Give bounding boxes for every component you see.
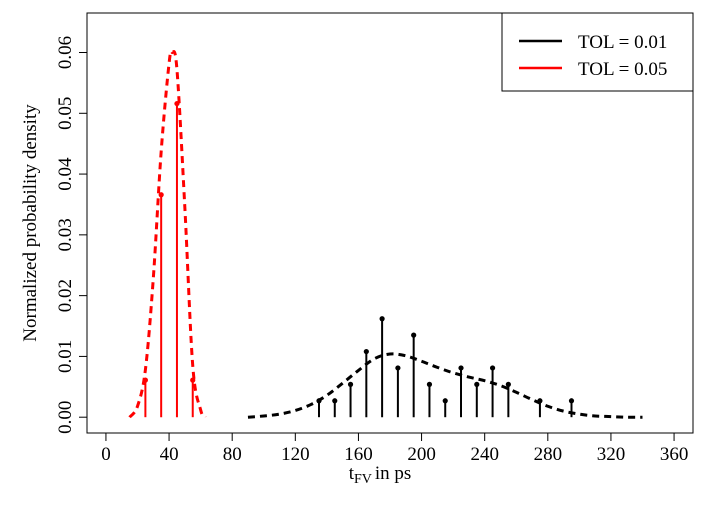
legend-box — [501, 12, 694, 92]
plot-border — [86, 12, 694, 434]
x-tick-label: 80 — [223, 444, 242, 465]
x-axis-label-rest: in ps — [375, 463, 411, 484]
sample-point — [347, 381, 354, 387]
x-tick-label: 0 — [101, 444, 111, 465]
x-tick-label: 120 — [281, 444, 310, 465]
x-tick-label: 240 — [470, 444, 499, 465]
x-tick-label: 40 — [160, 444, 179, 465]
x-axis-label: tFV in ps — [349, 463, 412, 487]
sample-point — [426, 381, 433, 387]
density-curve — [128, 49, 207, 419]
plot-frame — [86, 12, 694, 434]
x-tick-label: 280 — [534, 444, 563, 465]
sample-point — [411, 332, 417, 338]
sample-point — [474, 381, 480, 387]
y-tick-label: 0.00 — [55, 401, 76, 434]
x-tick-label: 320 — [597, 444, 626, 465]
series-layer — [128, 49, 643, 419]
sample-point — [442, 398, 448, 404]
legend-label-tol-001: TOL = 0.01 — [578, 32, 667, 53]
x-tick-label: 160 — [344, 444, 373, 465]
x-axis-label-main: t — [349, 463, 355, 484]
density-curve — [247, 352, 643, 419]
y-axis: 0.00 0.01 0.02 0.03 0.04 0.05 0.06 — [55, 36, 87, 434]
sample-point — [568, 398, 575, 404]
y-tick-label: 0.05 — [55, 97, 76, 130]
sample-point — [489, 365, 496, 371]
legend: TOL = 0.01 TOL = 0.05 — [501, 12, 694, 92]
sample-point — [363, 348, 369, 355]
sample-point — [158, 192, 164, 198]
sample-point — [395, 365, 401, 371]
y-tick-label: 0.01 — [55, 340, 76, 373]
sample-point — [458, 365, 464, 371]
sample-point — [505, 381, 511, 387]
sample-point — [332, 398, 338, 404]
y-tick-label: 0.06 — [55, 36, 76, 69]
x-axis-label-subscript: FV — [354, 472, 372, 487]
sample-point — [379, 316, 385, 322]
y-tick-label: 0.02 — [55, 279, 76, 312]
legend-label-tol-005: TOL = 0.05 — [578, 59, 667, 80]
series-tol-001 — [247, 316, 643, 419]
y-tick-label: 0.03 — [55, 218, 76, 251]
y-tick-label: 0.04 — [55, 157, 76, 191]
y-axis-label: Normalized probability density — [20, 104, 41, 342]
x-tick-label: 360 — [660, 444, 689, 465]
series-tol-005 — [128, 49, 207, 419]
x-tick-label: 200 — [407, 444, 436, 465]
x-axis: 0 40 80 120 160 200 240 280 320 360 — [101, 433, 688, 465]
